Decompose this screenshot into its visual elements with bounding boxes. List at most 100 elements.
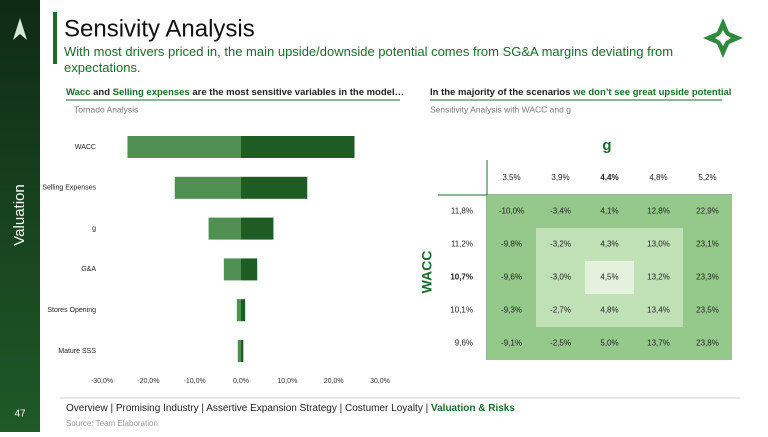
bar xyxy=(241,217,274,240)
left-caption: Tornado Analysis xyxy=(74,104,138,114)
right-caption: Sensitivity Analysis with WACC and g xyxy=(430,104,571,114)
cell-bg xyxy=(683,195,732,228)
row-header: 10,1% xyxy=(450,306,473,315)
cell: 4,8% xyxy=(600,306,618,315)
x-tick-label: -20,0% xyxy=(137,378,159,385)
row-title: WACC xyxy=(419,251,435,294)
cell-bg xyxy=(536,195,585,228)
cell-bg xyxy=(585,261,634,294)
cell: 4,1% xyxy=(600,207,618,216)
bar xyxy=(241,299,246,322)
bar xyxy=(236,299,241,322)
cell-bg xyxy=(487,294,536,327)
side-logo xyxy=(13,18,27,40)
cell-bg xyxy=(585,195,634,228)
cell: -2,5% xyxy=(550,339,571,348)
cell: -3,4% xyxy=(550,207,571,216)
cell-bg xyxy=(634,195,683,228)
cell-bg xyxy=(683,327,732,360)
footer-nav: Overview | Promising Industry | Assertiv… xyxy=(66,403,515,414)
cell: -9,3% xyxy=(501,306,522,315)
title-bar xyxy=(53,12,57,64)
cell-bg xyxy=(634,294,683,327)
subtitle-box: With most drivers priced in, the main up… xyxy=(64,44,674,75)
bar xyxy=(127,136,241,158)
bar xyxy=(223,258,241,281)
bar xyxy=(241,136,355,158)
cell: -9,6% xyxy=(501,273,522,282)
column-header: 4,4% xyxy=(600,173,618,182)
cell-bg xyxy=(536,228,585,261)
cell-bg xyxy=(487,228,536,261)
cell-bg xyxy=(487,195,536,228)
side-label: Valuation xyxy=(11,184,28,245)
cell: 22,9% xyxy=(696,207,719,216)
cell-bg xyxy=(634,327,683,360)
cell-bg xyxy=(487,261,536,294)
x-tick-label: -10,0% xyxy=(184,378,206,385)
cell: -3,2% xyxy=(550,240,571,249)
source: Source: Team Elaboration xyxy=(66,419,158,428)
cell: 13,4% xyxy=(647,306,670,315)
cell: 13,7% xyxy=(647,339,670,348)
cell: 23,5% xyxy=(696,306,719,315)
cell: 13,0% xyxy=(647,240,670,249)
bar xyxy=(174,176,241,199)
cell: 4,3% xyxy=(600,240,618,249)
cell: 23,8% xyxy=(696,339,719,348)
row-header: 10,7% xyxy=(450,273,473,282)
bar xyxy=(241,258,258,281)
column-header: 5,2% xyxy=(698,173,716,182)
cell-bg xyxy=(585,327,634,360)
sidebar xyxy=(0,0,40,432)
row-header: 11,2% xyxy=(451,240,473,249)
category-label: Selling Expenses xyxy=(42,185,96,192)
cell-bg xyxy=(634,228,683,261)
x-tick-label: 20,0% xyxy=(324,378,344,385)
cell-bg xyxy=(683,261,732,294)
cell: -2,7% xyxy=(550,306,571,315)
column-header: 4,8% xyxy=(649,173,667,182)
left-heading: Wacc and Selling expenses are the most s… xyxy=(66,87,404,98)
subtitle: With most drivers priced in, the main up… xyxy=(64,44,674,75)
x-tick-label: -30,0% xyxy=(91,378,113,385)
logo xyxy=(703,18,743,58)
cell-bg xyxy=(683,294,732,327)
cell-bg xyxy=(536,327,585,360)
row-header: 9,6% xyxy=(455,339,473,348)
page-number: 47 xyxy=(14,409,26,420)
cell-bg xyxy=(634,261,683,294)
title: Sensivity Analysis xyxy=(64,15,255,42)
cell: 12,8% xyxy=(647,207,670,216)
cell: -10,0% xyxy=(499,207,524,216)
category-label: Stores Opening xyxy=(47,307,96,314)
cell-bg xyxy=(487,327,536,360)
cell-bg xyxy=(585,294,634,327)
cell-bg xyxy=(536,261,585,294)
cell: 23,1% xyxy=(696,240,719,249)
cell: -9,1% xyxy=(501,339,522,348)
category-label: Mature SSS xyxy=(58,348,96,355)
cell: -9,8% xyxy=(501,240,522,249)
cell-bg xyxy=(536,294,585,327)
category-label: WACC xyxy=(75,144,96,151)
category-label: G&A xyxy=(81,266,96,273)
bar xyxy=(237,340,241,362)
x-tick-label: 30,0% xyxy=(370,378,390,385)
cell: 4,5% xyxy=(600,273,618,282)
column-header: 3,9% xyxy=(551,173,569,182)
row-header: 11,8% xyxy=(451,207,473,216)
category-label: g xyxy=(92,225,96,232)
bar xyxy=(241,340,244,362)
cell: 23,3% xyxy=(696,273,719,282)
right-heading: In the majority of the scenarios we don’… xyxy=(430,87,731,98)
x-tick-label: 10,0% xyxy=(277,378,297,385)
cell: -3,0% xyxy=(550,273,571,282)
x-tick-label: 0,0% xyxy=(233,378,249,385)
bar xyxy=(241,176,308,199)
cell: 13,2% xyxy=(647,273,670,282)
column-title: g xyxy=(602,137,611,154)
bar xyxy=(208,217,241,240)
cell-bg xyxy=(683,228,732,261)
